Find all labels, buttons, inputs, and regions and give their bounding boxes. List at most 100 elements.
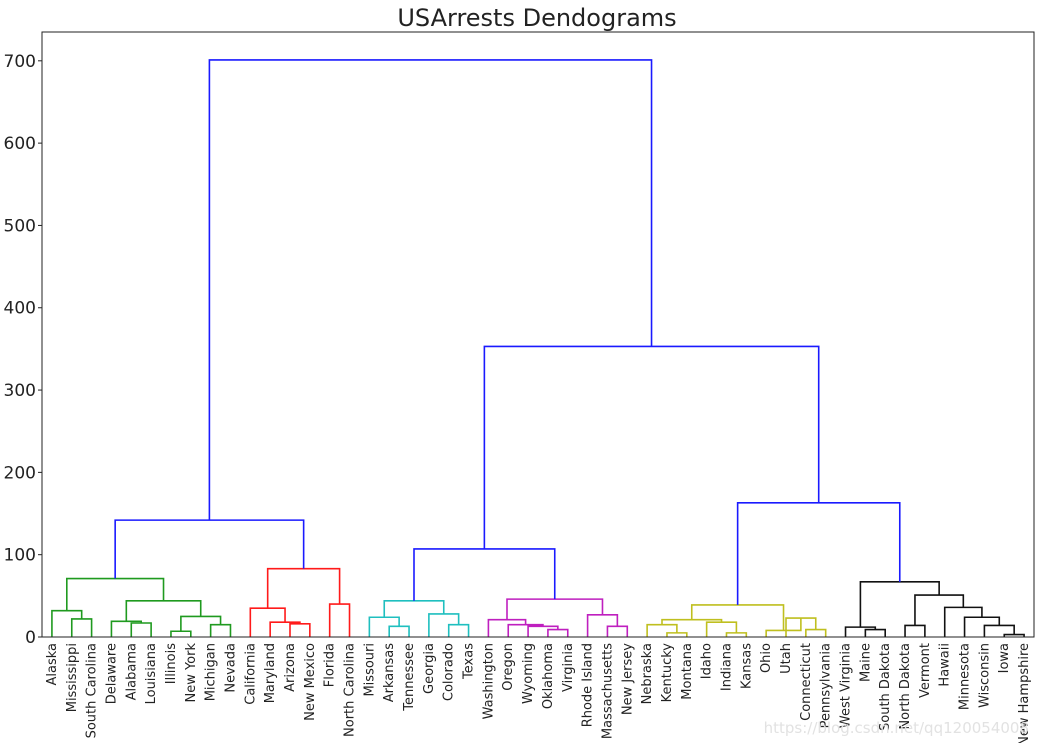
dendrogram-link: [725, 632, 748, 637]
leaf-label: Georgia: [422, 643, 437, 694]
leaf-label: Kansas: [739, 643, 754, 689]
dendrogram-link: [606, 625, 629, 637]
dendrogram-link: [110, 620, 142, 637]
dendrogram-link: [289, 623, 311, 637]
leaf-label: Oregon: [501, 643, 516, 691]
chart-title: USArrests Dendograms: [397, 4, 676, 32]
y-tick-label: 400: [4, 299, 36, 319]
dendrogram-link: [483, 345, 820, 549]
leaf-label: Colorado: [442, 643, 457, 701]
leaf-label: Oklahoma: [541, 643, 556, 709]
dendrogram-link: [170, 630, 192, 637]
leaf-label: Pennsylvania: [819, 643, 834, 728]
dendrogram-link: [666, 632, 688, 637]
dendrogram-link: [586, 613, 619, 637]
dendrogram-link: [114, 519, 305, 579]
leaf-label: New Hampshire: [1017, 643, 1032, 743]
dendrogram-link: [328, 603, 351, 637]
leaf-label: New Jersey: [620, 643, 635, 715]
leaf-label: Arkansas: [382, 643, 397, 702]
dendrogram-link: [1003, 633, 1025, 637]
leaf-label: Tennessee: [402, 643, 417, 712]
leaf-label: Rhode Island: [581, 643, 596, 727]
dendrogram-link: [943, 606, 983, 637]
dendrogram-links: [51, 59, 1025, 637]
leaf-label: Idaho: [700, 643, 715, 679]
leaf-label: Illinois: [164, 643, 179, 684]
leaf-label: Delaware: [104, 643, 119, 704]
y-axis-ticks: 0 100 200 300 400 500 600 700: [4, 52, 42, 648]
leaf-label: Texas: [462, 643, 477, 680]
leaf-label: Florida: [323, 643, 338, 687]
dendrogram-link: [180, 615, 222, 632]
leaf-label: Louisiana: [144, 643, 159, 704]
leaf-label: Kentucky: [660, 643, 675, 703]
dendrogram-link: [208, 59, 653, 521]
dendrogram-link: [269, 621, 301, 637]
leaf-label: Missouri: [362, 643, 377, 697]
dendrogram-link: [864, 628, 886, 637]
leaf-label: Nevada: [223, 643, 238, 693]
leaf-label: Alabama: [124, 643, 139, 700]
dendrogram-link: [904, 624, 926, 637]
leaf-label: Maine: [858, 643, 873, 682]
leaf-label: Alaska: [45, 643, 60, 686]
dendrogram-link: [805, 628, 827, 637]
leaf-label: Maryland: [263, 643, 278, 703]
dendrogram-link: [963, 616, 1001, 637]
leaf-label: Wisconsin: [977, 643, 992, 708]
x-axis-leaf-labels: Alaska Mississippi South Carolina Delaware A…: [45, 643, 1032, 743]
dendrogram-link: [413, 548, 556, 601]
leaf-label: Minnesota: [958, 643, 973, 710]
leaf-label: Iowa: [997, 643, 1012, 673]
dendrogram-link: [125, 599, 202, 622]
watermark: https://blog.csdn.net/qq120054008: [763, 719, 1029, 737]
leaf-label: Wyoming: [521, 643, 536, 704]
leaf-label: Michigan: [204, 643, 219, 701]
y-tick-label: 0: [25, 628, 36, 648]
y-tick-label: 600: [4, 134, 36, 154]
plot-frame: [41, 31, 1035, 638]
dendrogram-link: [428, 613, 460, 637]
leaf-label: Connecticut: [799, 643, 814, 721]
leaf-label: California: [243, 643, 258, 705]
leaf-label: New York: [184, 643, 199, 703]
leaf-label: West Virginia: [839, 643, 854, 728]
leaf-label: Nebraska: [640, 643, 655, 704]
y-tick-label: 200: [4, 463, 36, 483]
dendrogram-link: [527, 625, 559, 637]
leaf-label: South Dakota: [878, 643, 893, 731]
dendrogram-link: [383, 599, 445, 618]
dendrogram-link: [736, 502, 901, 605]
leaf-label: Hawaii: [938, 643, 953, 687]
leaf-label: Indiana: [719, 643, 734, 691]
dendrogram-link: [690, 604, 785, 631]
dendrogram-link: [51, 609, 83, 637]
leaf-label: Arizona: [283, 643, 298, 692]
leaf-label: New Mexico: [303, 643, 318, 721]
leaf-label: Vermont: [918, 643, 933, 698]
leaf-label: North Carolina: [343, 643, 358, 737]
dendrogram-link: [266, 567, 341, 609]
leaf-label: Mississippi: [65, 643, 80, 712]
dendrogram-link: [785, 617, 817, 637]
dendrogram-link: [368, 616, 400, 637]
leaf-label: Washington: [481, 643, 496, 719]
leaf-label: North Dakota: [898, 643, 913, 730]
dendrogram-link: [705, 621, 738, 637]
y-tick-label: 500: [4, 216, 36, 236]
leaf-label: Virginia: [561, 643, 576, 692]
dendrogram-link: [209, 623, 232, 637]
dendrogram-link: [859, 581, 940, 628]
y-tick-label: 700: [4, 52, 36, 72]
y-tick-label: 100: [4, 546, 36, 566]
dendrogram-link: [547, 628, 569, 637]
y-tick-label: 300: [4, 381, 36, 401]
dendrogram-link: [914, 594, 965, 626]
dendrogram-link: [646, 623, 678, 637]
dendrogram-link: [447, 623, 470, 637]
dendrogram-link: [70, 618, 93, 637]
dendrogram-link: [487, 618, 527, 637]
leaf-label: Montana: [680, 643, 695, 700]
